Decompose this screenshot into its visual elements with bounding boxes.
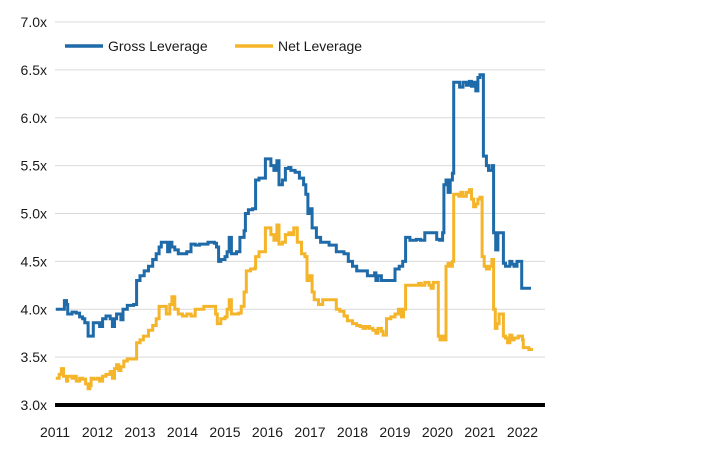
series-line-net-leverage [55,188,534,391]
grid-lines [55,21,545,358]
x-tick-label: 2018 [337,424,368,440]
y-tick-label: 3.5x [21,349,47,365]
x-tick-label: 2013 [124,424,155,440]
legend-label-gross-leverage: Gross Leverage [108,38,208,54]
y-tick-label: 6.0x [21,110,47,126]
y-tick-label: 4.0x [21,301,47,317]
y-tick-label: 5.0x [21,206,47,222]
y-tick-label: 6.5x [21,62,47,78]
y-tick-label: 7.0x [21,14,47,30]
x-tick-label: 2019 [379,424,410,440]
x-tick-label: 2015 [209,424,240,440]
x-tick-label: 2020 [422,424,453,440]
y-tick-label: 5.5x [21,158,47,174]
legend-label-net-leverage: Net Leverage [278,38,362,54]
x-tick-label: 2014 [167,424,198,440]
y-tick-label: 4.5x [21,253,47,269]
series-lines [55,73,534,391]
x-tick-label: 2017 [294,424,325,440]
x-tick-label: 2011 [40,424,70,440]
legend: Gross Leverage Net Leverage [65,38,362,54]
x-tick-label: 2012 [82,424,113,440]
y-tick-label: 3.0x [21,397,47,413]
series-line-gross-leverage [55,73,531,338]
axes: 3.0x 3.5x 4.0x 4.5x 5.0x 5.5x 6.0x 6.5x 7.0x 2011… [21,14,545,440]
x-tick-label: 2016 [252,424,283,440]
x-tick-label: 2021 [464,424,495,440]
x-tick-label: 2022 [507,424,538,440]
